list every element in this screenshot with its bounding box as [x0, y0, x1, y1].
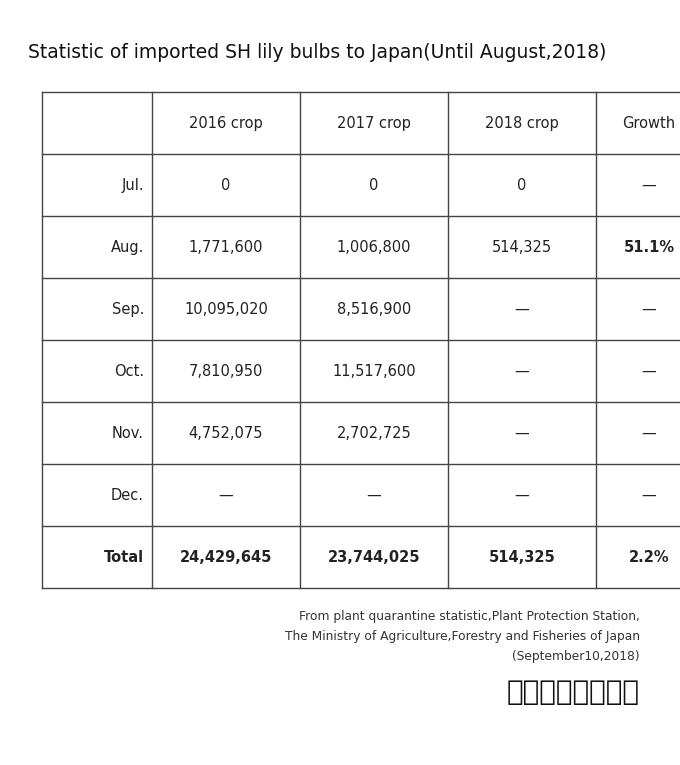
Text: Aug.: Aug.: [111, 239, 144, 255]
Text: Growth: Growth: [622, 116, 675, 131]
Text: Dec.: Dec.: [111, 487, 144, 503]
Text: 0: 0: [369, 177, 379, 193]
Text: —: —: [515, 301, 529, 317]
Text: —: —: [515, 363, 529, 379]
Text: 2.2%: 2.2%: [629, 549, 669, 565]
Text: 51.1%: 51.1%: [624, 239, 675, 255]
Text: 2,702,725: 2,702,725: [337, 425, 411, 441]
Text: 8,516,900: 8,516,900: [337, 301, 411, 317]
Text: 11,517,600: 11,517,600: [333, 363, 415, 379]
Text: —: —: [515, 425, 529, 441]
Text: —: —: [642, 425, 656, 441]
Text: 2018 crop: 2018 crop: [485, 116, 559, 131]
Text: (September10,2018): (September10,2018): [512, 650, 640, 663]
Text: 4,752,075: 4,752,075: [189, 425, 263, 441]
Text: 1,771,600: 1,771,600: [189, 239, 263, 255]
Text: —: —: [642, 363, 656, 379]
Text: From plant quarantine statistic,Plant Protection Station,: From plant quarantine statistic,Plant Pr…: [299, 610, 640, 623]
Text: —: —: [642, 487, 656, 503]
Text: 株式会社中村農園: 株式会社中村農園: [507, 678, 640, 706]
Text: —: —: [367, 487, 381, 503]
Text: Oct.: Oct.: [114, 363, 144, 379]
Text: Sep.: Sep.: [112, 301, 144, 317]
Text: Nov.: Nov.: [112, 425, 144, 441]
Text: Statistic of imported SH lily bulbs to Japan(Until August,2018): Statistic of imported SH lily bulbs to J…: [28, 43, 607, 61]
Text: 2016 crop: 2016 crop: [189, 116, 263, 131]
Text: 23,744,025: 23,744,025: [328, 549, 420, 565]
Text: —: —: [515, 487, 529, 503]
Text: 10,095,020: 10,095,020: [184, 301, 268, 317]
Text: 1,006,800: 1,006,800: [337, 239, 411, 255]
Text: —: —: [642, 301, 656, 317]
Text: 514,325: 514,325: [489, 549, 556, 565]
Text: 0: 0: [221, 177, 231, 193]
Text: 2017 crop: 2017 crop: [337, 116, 411, 131]
Text: Jul.: Jul.: [121, 177, 144, 193]
Text: 7,810,950: 7,810,950: [189, 363, 263, 379]
Text: —: —: [219, 487, 233, 503]
Text: Total: Total: [104, 549, 144, 565]
Text: 0: 0: [517, 177, 527, 193]
Text: 514,325: 514,325: [492, 239, 552, 255]
Text: The Ministry of Agriculture,Forestry and Fisheries of Japan: The Ministry of Agriculture,Forestry and…: [285, 630, 640, 643]
Text: —: —: [642, 177, 656, 193]
Text: 24,429,645: 24,429,645: [180, 549, 272, 565]
